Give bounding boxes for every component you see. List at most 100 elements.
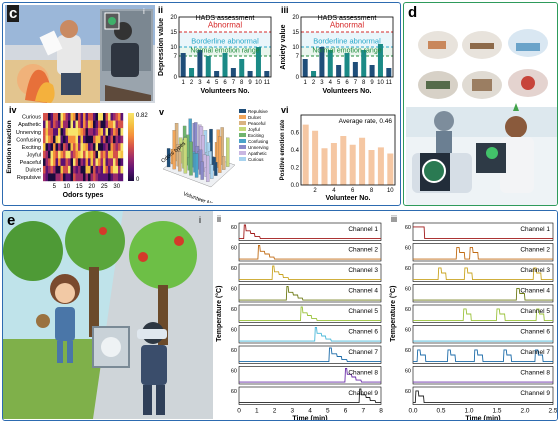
row-frame <box>238 263 382 282</box>
bars-3d <box>166 118 230 182</box>
ytick-60-row-9: 60 <box>231 389 237 395</box>
panel-d: d <box>403 2 558 206</box>
ytick-7: 7 <box>174 54 178 60</box>
ytick-60-row-4: 60 <box>405 287 411 293</box>
xtick-11: 11 <box>264 80 271 86</box>
legend-label-peaceful: Peaceful <box>248 121 266 126</box>
ytick-20: 20 <box>292 15 299 21</box>
channel-row-5: Channel 5 60 <box>231 304 382 323</box>
channel-label-4: Channel 4 <box>520 288 550 295</box>
colorbar-max: 0.82 <box>136 113 148 119</box>
channel-line-5 <box>413 308 553 322</box>
xtick-6: 6 <box>351 188 355 194</box>
xtick-5: 5 <box>215 80 219 86</box>
channel-label-1: Channel 1 <box>348 226 378 233</box>
channel-line-8 <box>239 368 381 383</box>
legend-swatch-peaceful <box>239 121 246 125</box>
xtick-3: 3 <box>198 80 202 86</box>
channel-row-7: Channel 7 60 <box>231 345 382 364</box>
channel-row-5: Channel 5 60 <box>405 304 554 323</box>
y-axis-label: Anxiety value <box>280 24 287 69</box>
row-label-apathetic: Apathetic <box>18 122 41 128</box>
channel-line-2 <box>413 246 553 260</box>
normal-band <box>301 47 393 56</box>
bar-2 <box>311 71 317 77</box>
bar-2 <box>189 68 195 77</box>
bar-11 <box>386 68 392 77</box>
xtick-0.5: 0.5 <box>436 408 445 415</box>
row-frame <box>238 304 382 323</box>
vr-scene-image <box>5 5 155 103</box>
channel-row-3: Channel 3 60 <box>405 263 554 282</box>
legend-label-exciting: Exciting <box>248 133 264 138</box>
xtick-1.5: 1.5 <box>492 408 501 415</box>
row-label-joyful: Joyful <box>27 152 41 158</box>
row-frame <box>238 386 382 405</box>
sub-label-c-vi: vi <box>281 105 289 115</box>
xtick-15: 15 <box>76 184 83 190</box>
channel-row-1: Channel 1 60 <box>405 222 554 241</box>
row-label-peaceful: Peaceful <box>20 160 41 166</box>
bar-9 <box>369 65 375 77</box>
xtick-4: 4 <box>329 80 333 86</box>
legend-swatch-joyful <box>239 127 246 131</box>
xtick-30: 30 <box>113 184 120 190</box>
channel-row-6: Channel 6 60 <box>405 325 554 344</box>
legend-swatch-confusing <box>239 139 246 143</box>
row-frame <box>238 366 382 385</box>
channel-line-4 <box>413 287 553 301</box>
legend-label-joyful: Joyful <box>248 127 260 132</box>
channel-label-5: Channel 5 <box>348 308 378 315</box>
ytick-60-row-2: 60 <box>231 246 237 252</box>
x-axis-label: Volunteer No. <box>182 191 216 203</box>
ytick-7: 7 <box>296 54 300 60</box>
xtick-0.0: 0.0 <box>408 408 417 415</box>
xtick-0: 0 <box>237 408 241 415</box>
row-frame <box>412 222 554 241</box>
xtick-8: 8 <box>362 80 366 86</box>
ytick-60-row-4: 60 <box>231 287 237 293</box>
legend-swatch-apathetic <box>239 151 246 155</box>
channel-line-9 <box>239 388 381 404</box>
thought-bubble-row-1 <box>418 29 548 59</box>
bar-10 <box>387 153 394 185</box>
xtick-1.0: 1.0 <box>464 408 473 415</box>
bar-8 <box>361 50 367 77</box>
ytick-0: 0 <box>296 75 300 81</box>
row-frame <box>238 222 382 241</box>
ytick-60-row-3: 60 <box>405 266 411 272</box>
channel-label-3: Channel 3 <box>520 267 550 274</box>
xtick-5: 5 <box>326 408 330 415</box>
xtick-2: 2 <box>273 408 277 415</box>
ytick-60-row-5: 60 <box>231 307 237 313</box>
xtick-2: 2 <box>312 80 316 86</box>
channel-line-1 <box>239 224 381 240</box>
channel-row-3: Channel 3 60 <box>231 263 382 282</box>
row-label-exciting: Exciting <box>22 145 41 151</box>
ytick-0: 0 <box>174 75 178 81</box>
bar-6 <box>344 53 350 77</box>
channel-row-4: Channel 4 60 <box>231 284 382 303</box>
plot-frame <box>178 16 272 78</box>
channel-label-9: Channel 9 <box>520 390 550 397</box>
xtick-8: 8 <box>240 80 244 86</box>
bar-7 <box>352 62 358 77</box>
ytick-60-row-6: 60 <box>405 328 411 334</box>
legend-label-dulcet: Dulcet <box>248 115 262 120</box>
bar-4 <box>330 143 337 185</box>
channel-label-8: Channel 8 <box>520 370 550 377</box>
channel-label-7: Channel 7 <box>348 349 378 356</box>
row-frame <box>412 243 554 262</box>
sub-label-e-iii: iii <box>391 214 397 224</box>
xtick-1: 1 <box>182 80 186 86</box>
xtick-25: 25 <box>101 184 108 190</box>
normal-band <box>179 47 271 56</box>
clinic-room <box>406 103 557 205</box>
row-label-unnerving: Unnerving <box>16 130 41 136</box>
ytick-60-row-2: 60 <box>405 246 411 252</box>
row-frame <box>412 263 554 282</box>
channel-label-1: Channel 1 <box>520 226 550 233</box>
bar-4 <box>205 56 211 77</box>
